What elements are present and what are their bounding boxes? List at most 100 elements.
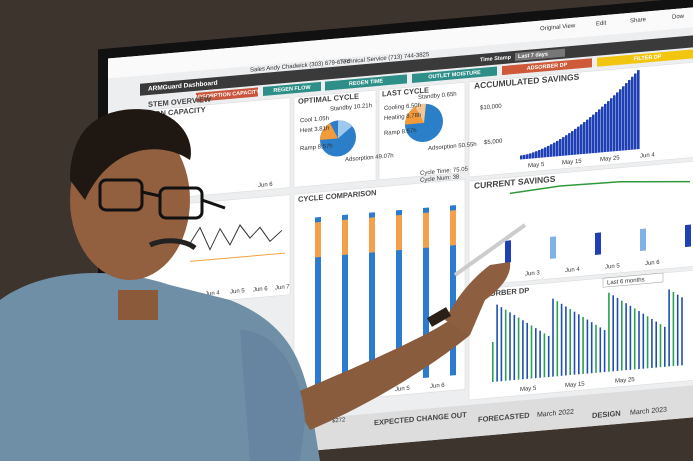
line (509, 180, 691, 195)
design-label: DESIGN (592, 409, 621, 420)
y-tick: $5,000 (484, 139, 503, 147)
x-tick: Jun 5 (605, 263, 620, 270)
pie-label: Adsorption 49.07h (345, 153, 394, 163)
bar (526, 322, 529, 379)
bar (568, 133, 571, 156)
bar (616, 297, 619, 372)
bar (582, 316, 584, 375)
bars (492, 289, 683, 382)
bar (450, 210, 456, 246)
bar (342, 219, 348, 256)
bar (500, 307, 503, 382)
bar (583, 121, 586, 154)
timestamp-select[interactable] (515, 48, 565, 61)
toolbar (108, 6, 693, 79)
bar (517, 317, 520, 380)
bar (550, 144, 553, 157)
pie-label: Adsorption 50.55h (428, 142, 477, 152)
bars (315, 205, 456, 388)
x-tick: Jun 4 (565, 267, 580, 274)
amount: $272 (332, 417, 346, 424)
bar (613, 95, 616, 152)
toolbar-item[interactable]: Edit (596, 21, 607, 28)
bar (565, 135, 568, 156)
pie-label: Ramp 8.57h (384, 128, 417, 137)
bar (369, 217, 375, 253)
line (190, 252, 285, 262)
timestamp-value[interactable]: Last 7 days (518, 52, 548, 61)
bar (552, 298, 554, 377)
pie-label: Heating 8.78h (384, 113, 421, 122)
x-tick: Jun 6 (645, 260, 660, 267)
tab-label[interactable]: REGEN TIME (349, 78, 383, 87)
bar (315, 216, 321, 388)
bar (637, 70, 640, 150)
bar (541, 148, 544, 158)
x-tick: May 25 (615, 377, 635, 385)
pie-label: Standby 10.21h (330, 103, 372, 113)
bar (569, 309, 572, 376)
bar (672, 292, 675, 367)
bar (562, 137, 565, 156)
forecasted-date: March 2022 (537, 409, 574, 419)
bar (571, 130, 574, 156)
bar (634, 73, 637, 150)
toolbar-item[interactable]: Dow (672, 14, 685, 21)
cycle-num: Cycle Num: 38 (420, 174, 460, 183)
bar (664, 326, 666, 367)
tab[interactable] (325, 74, 407, 91)
x-tick: May 15 (565, 381, 585, 389)
bar (315, 221, 321, 258)
screen: Original View Edit Share Dow Sales Andy … (98, 0, 693, 461)
pie-label: Heat 3.81h (300, 126, 329, 135)
tab-label[interactable]: REGEN FLOW (273, 85, 311, 94)
bar (535, 151, 538, 159)
x-tick: Jun 4 (205, 290, 220, 297)
range-select[interactable] (602, 272, 664, 288)
bar (559, 138, 562, 157)
line (189, 224, 283, 251)
bars (505, 224, 691, 263)
tab[interactable] (196, 87, 258, 102)
range-value[interactable]: Last 6 months (607, 277, 645, 286)
tab[interactable] (597, 48, 693, 67)
bar (532, 152, 535, 159)
bar (595, 232, 601, 255)
tab[interactable] (263, 81, 321, 96)
axis-label: Jun 6 (258, 182, 273, 189)
toolbar-item[interactable]: Original View (540, 23, 576, 32)
tab[interactable] (502, 58, 592, 76)
bar (608, 292, 610, 372)
x-tick: May 5 (520, 386, 537, 393)
x-tick: Jun 6 (430, 383, 445, 390)
x-tick: May 25 (600, 155, 620, 163)
tab[interactable] (412, 66, 497, 83)
bar (565, 306, 567, 376)
bar (547, 145, 550, 158)
bar (638, 311, 640, 370)
bar (655, 321, 658, 368)
bar (607, 100, 610, 152)
bar (622, 86, 625, 151)
bar (598, 109, 601, 153)
bar (628, 79, 631, 151)
pie-label: Cooling 6.50h (384, 103, 421, 112)
bar (530, 325, 533, 379)
bar (492, 341, 494, 382)
bar (592, 114, 595, 154)
bars (520, 70, 640, 160)
tab-label[interactable]: FILTER DP (634, 54, 662, 62)
bar (496, 304, 498, 382)
bar (595, 111, 598, 153)
x-tick: Jun 4 (640, 152, 655, 159)
bar (505, 240, 511, 263)
bar (659, 324, 662, 368)
tab-label[interactable]: ADSORBER DP (527, 62, 568, 72)
bar (522, 320, 524, 380)
tab-label[interactable]: OUTLET MOISTURE (428, 70, 481, 81)
bar (612, 295, 615, 372)
tab-label[interactable]: ADSORPTION CAPACITY (194, 89, 260, 101)
toolbar-item[interactable]: Share (630, 17, 647, 24)
bar (599, 327, 602, 373)
